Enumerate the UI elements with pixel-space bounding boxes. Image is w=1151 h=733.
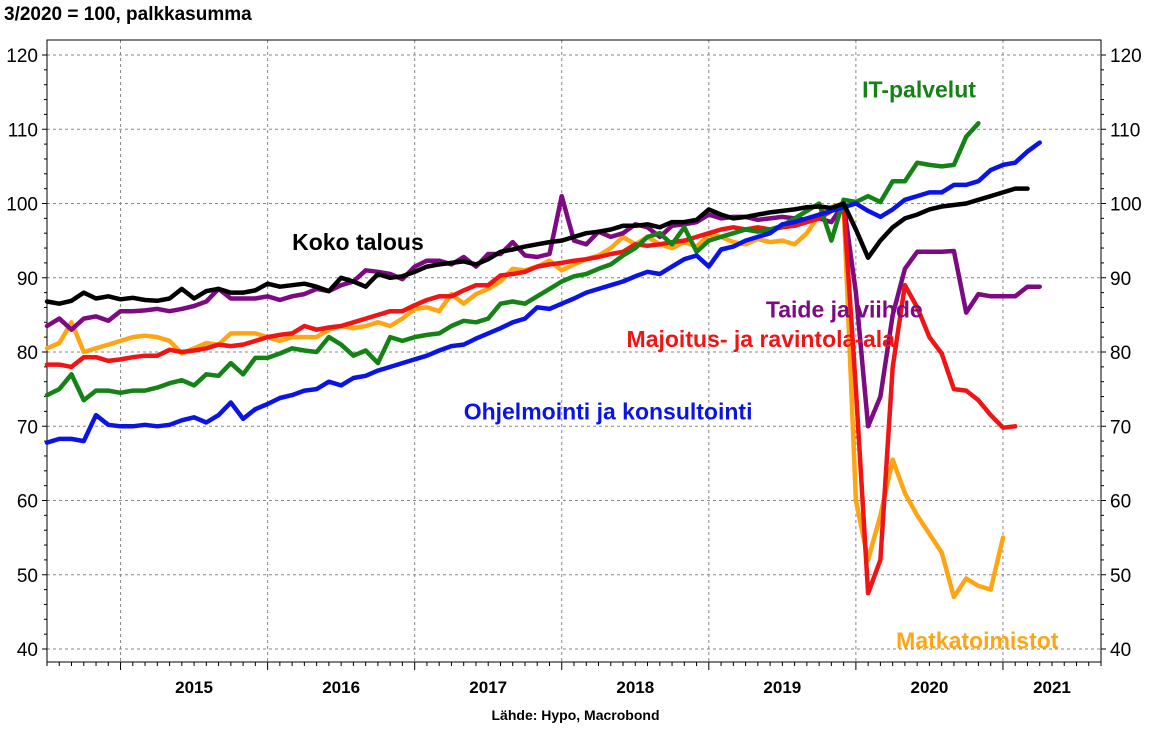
series-label: Majoitus- ja ravintola-ala	[627, 326, 896, 352]
x-tick-label: 2019	[763, 678, 801, 697]
x-tick-label: 2021	[1033, 678, 1071, 697]
y-tick-label-right: 40	[1110, 640, 1131, 661]
y-tick-label-left: 80	[17, 343, 38, 364]
y-tick-label-left: 60	[17, 492, 38, 513]
series-line-ohjelmointi-ja-konsultointi	[44, 140, 1042, 445]
axes: 40 40 50 50 60 60 70 70 80 80 90 90 100 100 110 110 120 1…	[6, 39, 1142, 697]
x-tick-label: 2020	[911, 678, 949, 697]
series-line-koko-talous	[44, 186, 1030, 306]
plot-frame	[46, 39, 1102, 663]
series-label: IT-palvelut	[862, 77, 976, 103]
y-tick-label-left: 90	[17, 269, 38, 290]
y-tick-label-left: 120	[6, 46, 38, 67]
series-label: Matkatoimistot	[896, 627, 1059, 653]
y-tick-label-left: 50	[17, 566, 38, 587]
series-line-majoitus-ja-ravintola-ala	[44, 201, 1018, 596]
y-tick-label-right: 70	[1110, 417, 1131, 438]
series-line-taide-ja-viihde	[44, 193, 1042, 429]
y-tick-label-right: 110	[1110, 120, 1140, 141]
y-tick-label-left: 100	[6, 195, 38, 216]
series-label: Ohjelmointi ja konsultointi	[464, 399, 753, 425]
series-lines	[44, 121, 1042, 600]
x-tick-label: 2015	[175, 678, 213, 697]
chart-subtitle: 3/2020 = 100, palkkasumma	[4, 4, 252, 25]
y-tick-label-right: 120	[1110, 46, 1142, 67]
y-tick-label-right: 90	[1110, 269, 1131, 290]
x-tick-label: 2018	[616, 678, 654, 697]
y-tick-label-right: 60	[1110, 492, 1131, 513]
y-tick-label-right: 100	[1110, 195, 1142, 216]
series-label: Taide ja viihde	[766, 297, 923, 323]
series-labels: Koko talous IT-palvelut Ohjelmointi ja kon…	[292, 77, 1059, 654]
source-note: Lähde: Hypo, Macrobond	[491, 707, 660, 723]
y-tick-label-left: 110	[8, 120, 38, 141]
y-tick-label-right: 50	[1110, 566, 1131, 587]
y-tick-label-left: 70	[17, 417, 38, 438]
x-tick-label: 2017	[469, 678, 507, 697]
x-tick-label: 2016	[322, 678, 360, 697]
y-tick-label-right: 80	[1110, 343, 1131, 364]
grid-lines	[47, 40, 1101, 662]
y-tick-label-left: 40	[17, 640, 38, 661]
series-label: Koko talous	[292, 229, 424, 255]
series-line-it-palvelut	[44, 121, 981, 403]
